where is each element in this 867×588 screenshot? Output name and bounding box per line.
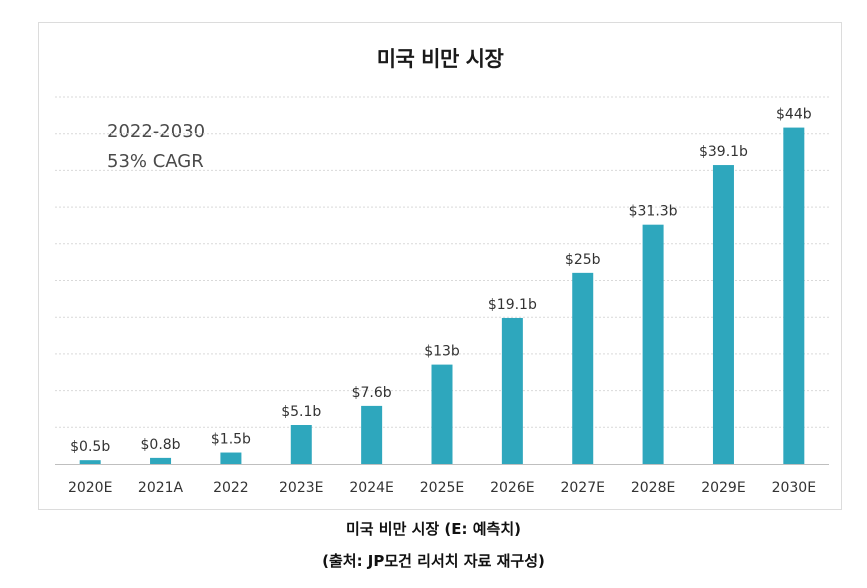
cagr-rate: 53% CAGR [107,151,204,172]
chart-title: 미국 비만 시장 [376,47,504,71]
x-tick-label: 2021A [138,480,184,496]
bar-2029E [712,165,734,464]
chart-frame: 미국 비만 시장 2022-2030 53% CAGR $0.5b 2020E $0… [38,22,842,510]
x-tick-label: 2023E [279,480,323,496]
data-label: $0.5b [70,439,110,455]
data-label: $13b [424,344,460,360]
bar-2024E [361,405,383,464]
caption-title: 미국 비만 시장 (E: 예측치) [345,520,522,538]
bar-2022 [220,452,242,464]
data-label: $19.1b [488,297,537,313]
bar-2028E [642,224,664,464]
x-tick-label: 2022 [213,480,249,496]
bar-2030E [783,127,805,464]
x-tick-label: 2027E [560,480,604,496]
data-label: $31.3b [629,204,678,220]
x-tick-label: 2025E [420,480,464,496]
x-tick-label: 2028E [631,480,675,496]
bar-2020E [79,460,101,464]
bar-2021A [150,457,172,464]
data-label: $7.6b [352,385,392,401]
data-label: $5.1b [281,404,321,420]
x-tick-label: 2020E [68,480,112,496]
bar-chart: $0.5b 2020E $0.8b 2021A $1.5b 2022 $5.1b 2023E $… [55,96,829,496]
x-tick-label: 2030E [772,480,816,496]
bar-2023E [290,425,312,464]
data-label: $1.5b [211,432,251,448]
data-label: $39.1b [699,144,748,160]
bar-2027E [572,272,594,464]
data-label: $0.8b [141,437,181,453]
bar-2026E [501,317,523,464]
data-label: $44b [776,107,812,123]
caption-source: (출처: JP모건 리서치 자료 재구성) [322,552,545,570]
x-tick-label: 2024E [349,480,393,496]
x-tick-label: 2026E [490,480,534,496]
data-label: $25b [565,252,601,268]
cagr-period: 2022-2030 [107,121,206,142]
x-tick-label: 2029E [701,480,745,496]
bar-2025E [431,364,453,464]
